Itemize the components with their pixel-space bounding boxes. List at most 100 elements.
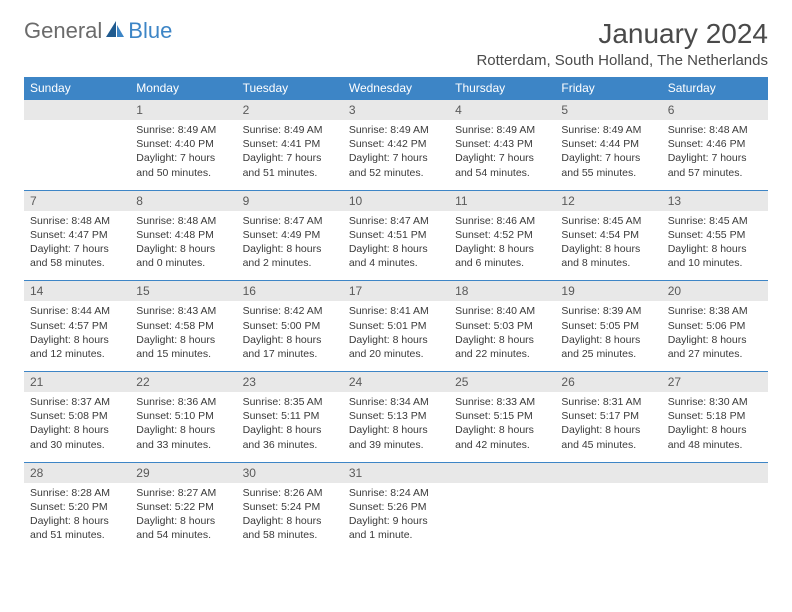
day-cell: [555, 483, 661, 553]
daylight-text: Daylight: 7 hours and 54 minutes.: [455, 151, 549, 179]
sunset-text: Sunset: 5:24 PM: [243, 500, 337, 514]
sunset-text: Sunset: 5:22 PM: [136, 500, 230, 514]
daylight-text: Daylight: 8 hours and 6 minutes.: [455, 242, 549, 270]
day-cell: Sunrise: 8:28 AMSunset: 5:20 PMDaylight:…: [24, 483, 130, 553]
day-content-row: Sunrise: 8:49 AM Sunset: 4:40 PM Daylight:…: [24, 120, 768, 190]
sunset-text: Sunset: 4:54 PM: [561, 228, 655, 242]
day-number-row: 14151617181920: [24, 281, 768, 302]
day-header-row: Sunday Monday Tuesday Wednesday Thursday…: [24, 77, 768, 100]
day-number: 28: [24, 462, 130, 483]
day-number: 9: [237, 190, 343, 211]
day-cell: Sunrise: 8:44 AMSunset: 4:57 PMDaylight:…: [24, 301, 130, 371]
day-number: 3: [343, 100, 449, 121]
sunrise-text: Sunrise: 8:28 AM: [30, 486, 124, 500]
sunrise-text: Sunrise: 8:33 AM: [455, 395, 549, 409]
header: General Blue January 2024 Rotterdam, Sou…: [24, 18, 768, 69]
sunset-text: Sunset: 4:57 PM: [30, 319, 124, 333]
sunrise-text: Sunrise: 8:47 AM: [243, 214, 337, 228]
sunrise-text: Sunrise: 8:37 AM: [30, 395, 124, 409]
sunset-text: Sunset: 5:15 PM: [455, 409, 549, 423]
sunrise-text: Sunrise: 8:46 AM: [455, 214, 549, 228]
sunrise-text: Sunrise: 8:42 AM: [243, 304, 337, 318]
daylight-text: Daylight: 7 hours and 58 minutes.: [30, 242, 124, 270]
day-number: 31: [343, 462, 449, 483]
day-number-row: 28293031: [24, 462, 768, 483]
day-number: [555, 462, 661, 483]
sunset-text: Sunset: 5:10 PM: [136, 409, 230, 423]
daylight-text: Daylight: 8 hours and 22 minutes.: [455, 333, 549, 361]
day-number: 30: [237, 462, 343, 483]
daylight-text: Daylight: 8 hours and 0 minutes.: [136, 242, 230, 270]
sunset-text: Sunset: 4:44 PM: [561, 137, 655, 151]
day-number: 20: [662, 281, 768, 302]
day-cell: Sunrise: 8:49 AMSunset: 4:43 PMDaylight:…: [449, 120, 555, 190]
sunrise-text: Sunrise: 8:35 AM: [243, 395, 337, 409]
day-number: 14: [24, 281, 130, 302]
day-number: 26: [555, 372, 661, 393]
sunrise-text: Sunrise: 8:43 AM: [136, 304, 230, 318]
day-cell: Sunrise: 8:47 AMSunset: 4:49 PMDaylight:…: [237, 211, 343, 281]
day-number: [449, 462, 555, 483]
sunrise-text: Sunrise: 8:38 AM: [668, 304, 762, 318]
daylight-text: Daylight: 8 hours and 33 minutes.: [136, 423, 230, 451]
sunset-text: Sunset: 5:13 PM: [349, 409, 443, 423]
daylight-text: Daylight: 8 hours and 27 minutes.: [668, 333, 762, 361]
daylight-text: Daylight: 8 hours and 17 minutes.: [243, 333, 337, 361]
sail-icon: [104, 19, 126, 44]
day-number: 15: [130, 281, 236, 302]
day-header: Wednesday: [343, 77, 449, 100]
sunrise-text: Sunrise: 8:48 AM: [136, 214, 230, 228]
sunrise-text: Sunrise: 8:49 AM: [561, 123, 655, 137]
day-cell: Sunrise: 8:48 AMSunset: 4:48 PMDaylight:…: [130, 211, 236, 281]
sunset-text: Sunset: 5:26 PM: [349, 500, 443, 514]
day-cell: Sunrise: 8:42 AMSunset: 5:00 PMDaylight:…: [237, 301, 343, 371]
day-cell: Sunrise: 8:37 AMSunset: 5:08 PMDaylight:…: [24, 392, 130, 462]
daylight-text: Daylight: 8 hours and 42 minutes.: [455, 423, 549, 451]
calendar-table: Sunday Monday Tuesday Wednesday Thursday…: [24, 77, 768, 553]
day-cell: Sunrise: 8:33 AMSunset: 5:15 PMDaylight:…: [449, 392, 555, 462]
day-header: Tuesday: [237, 77, 343, 100]
sunset-text: Sunset: 5:17 PM: [561, 409, 655, 423]
sunrise-text: Sunrise: 8:24 AM: [349, 486, 443, 500]
day-number: 5: [555, 100, 661, 121]
sunrise-text: Sunrise: 8:48 AM: [30, 214, 124, 228]
sunrise-text: Sunrise: 8:47 AM: [349, 214, 443, 228]
day-cell: Sunrise: 8:30 AMSunset: 5:18 PMDaylight:…: [662, 392, 768, 462]
sunrise-text: Sunrise: 8:31 AM: [561, 395, 655, 409]
sunset-text: Sunset: 4:49 PM: [243, 228, 337, 242]
day-cell: Sunrise: 8:34 AMSunset: 5:13 PMDaylight:…: [343, 392, 449, 462]
daylight-text: Daylight: 7 hours and 57 minutes.: [668, 151, 762, 179]
daylight-text: Daylight: 8 hours and 8 minutes.: [561, 242, 655, 270]
daylight-text: Daylight: 8 hours and 4 minutes.: [349, 242, 443, 270]
sunrise-text: Sunrise: 8:26 AM: [243, 486, 337, 500]
day-header: Saturday: [662, 77, 768, 100]
daylight-text: Daylight: 8 hours and 15 minutes.: [136, 333, 230, 361]
sunset-text: Sunset: 4:40 PM: [136, 137, 230, 151]
day-cell: Sunrise: 8:46 AMSunset: 4:52 PMDaylight:…: [449, 211, 555, 281]
day-cell: Sunrise: 8:49 AMSunset: 4:44 PMDaylight:…: [555, 120, 661, 190]
day-cell: [24, 120, 130, 190]
day-number: 7: [24, 190, 130, 211]
sunrise-text: Sunrise: 8:36 AM: [136, 395, 230, 409]
daylight-text: Daylight: 8 hours and 36 minutes.: [243, 423, 337, 451]
daylight-text: Daylight: 8 hours and 39 minutes.: [349, 423, 443, 451]
day-number: 6: [662, 100, 768, 121]
day-cell: Sunrise: 8:24 AMSunset: 5:26 PMDaylight:…: [343, 483, 449, 553]
sunrise-text: Sunrise: 8:45 AM: [668, 214, 762, 228]
sunset-text: Sunset: 5:18 PM: [668, 409, 762, 423]
day-number: 23: [237, 372, 343, 393]
daylight-text: Daylight: 8 hours and 10 minutes.: [668, 242, 762, 270]
day-number-row: 21222324252627: [24, 372, 768, 393]
logo: General Blue: [24, 18, 172, 44]
month-title: January 2024: [476, 18, 768, 50]
sunset-text: Sunset: 4:52 PM: [455, 228, 549, 242]
day-content-row: Sunrise: 8:37 AMSunset: 5:08 PMDaylight:…: [24, 392, 768, 462]
day-cell: Sunrise: 8:36 AMSunset: 5:10 PMDaylight:…: [130, 392, 236, 462]
day-cell: Sunrise: 8:45 AMSunset: 4:54 PMDaylight:…: [555, 211, 661, 281]
day-cell: Sunrise: 8:26 AMSunset: 5:24 PMDaylight:…: [237, 483, 343, 553]
sunset-text: Sunset: 4:46 PM: [668, 137, 762, 151]
day-number: 13: [662, 190, 768, 211]
day-number-row: 78910111213: [24, 190, 768, 211]
day-cell: Sunrise: 8:27 AMSunset: 5:22 PMDaylight:…: [130, 483, 236, 553]
sunrise-text: Sunrise: 8:39 AM: [561, 304, 655, 318]
